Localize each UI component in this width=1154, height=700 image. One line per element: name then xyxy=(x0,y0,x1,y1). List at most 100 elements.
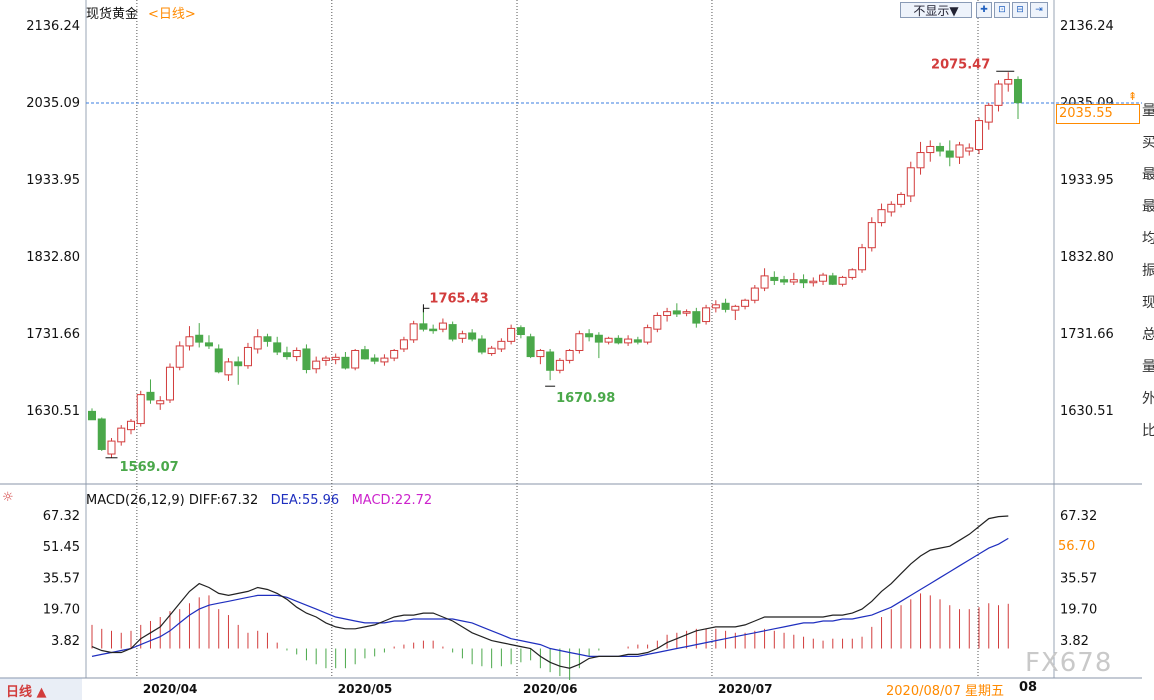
macd-value-label: MACD:22.72 xyxy=(351,493,433,508)
macd-tick-left: 3.82 xyxy=(51,634,80,649)
candle-down xyxy=(146,391,155,401)
candle-up xyxy=(175,345,184,368)
sidebar-item: 外 xyxy=(1142,391,1154,407)
candle-up xyxy=(711,304,720,309)
period-selector-label: 日线 ▲ xyxy=(6,685,47,700)
diff-label: DIFF:67.32 xyxy=(188,493,259,508)
price-tick-right: 2136.24 xyxy=(1060,19,1114,34)
mid-high-annotation: 1765.43 xyxy=(429,291,488,306)
candle-up xyxy=(438,322,447,330)
candle-up xyxy=(555,359,564,371)
candle-up xyxy=(1004,78,1013,85)
price-tick-left: 1731.66 xyxy=(26,327,80,342)
candle-up xyxy=(955,144,964,158)
current-price-label: 2035.55 xyxy=(1059,106,1113,121)
candle-down xyxy=(302,348,311,371)
candle-down xyxy=(234,361,243,367)
macd-tick-right: 35.57 xyxy=(1060,572,1097,587)
crosshair-tool-icon[interactable]: ✚ xyxy=(976,2,992,18)
candle-up xyxy=(565,349,574,361)
candle-up xyxy=(994,83,1003,106)
quote-sidebar: 量买最最均振现总量外比 xyxy=(1142,100,1154,520)
candle-up xyxy=(702,307,711,323)
x-axis-label: 2020/05 xyxy=(338,682,392,696)
sidebar-item: 量 xyxy=(1142,359,1154,375)
candle-up xyxy=(575,333,584,351)
macd-tick-left: 19.70 xyxy=(43,603,80,618)
indicator-display-dropdown[interactable]: 不显示▼ xyxy=(900,2,972,18)
macd-dea-right-label: 56.70 xyxy=(1058,539,1096,554)
candle-up xyxy=(126,420,135,431)
price-tick-right: 1832.80 xyxy=(1060,250,1114,265)
candle-up xyxy=(331,356,340,361)
candle-down xyxy=(526,336,535,358)
x-axis-label: 2020/04 xyxy=(143,682,197,696)
candle-up xyxy=(975,120,984,151)
candle-down xyxy=(468,332,477,340)
candle-up xyxy=(663,311,672,316)
zoom-out-icon[interactable]: ⊟ xyxy=(1012,2,1028,18)
candle-up xyxy=(848,269,857,278)
candle-down xyxy=(672,310,681,315)
candle-up xyxy=(458,333,467,339)
instrument-title: 现货黄金 xyxy=(86,7,139,22)
macd-tick-right: 19.70 xyxy=(1060,603,1097,618)
candle-up xyxy=(351,349,360,369)
candle-up xyxy=(107,440,116,455)
mid-low-annotation: 1670.98 xyxy=(556,391,615,406)
sidebar-item: 比 xyxy=(1142,423,1154,439)
candle-up xyxy=(507,327,516,342)
candle-up xyxy=(487,347,496,355)
candle-up xyxy=(887,203,896,213)
macd-tick-left: 51.45 xyxy=(43,540,80,555)
candle-down xyxy=(195,334,204,343)
candle-up xyxy=(760,275,769,289)
period-selector-button[interactable]: 日线 ▲ xyxy=(0,678,82,700)
candle-down xyxy=(273,342,282,353)
candle-down xyxy=(585,333,594,338)
candle-down xyxy=(1013,78,1023,104)
date-readout: 2020/08/07 星期五 xyxy=(886,684,1005,699)
candle-up xyxy=(809,280,818,284)
x-axis-label: 2020/06 xyxy=(523,682,577,696)
candle-up xyxy=(253,336,262,350)
candle-up xyxy=(741,299,750,307)
candle-up xyxy=(292,349,301,358)
macd-settings-icon[interactable]: ☼ xyxy=(2,490,14,505)
candle-down xyxy=(370,357,379,362)
candle-up xyxy=(984,104,993,123)
scroll-right-icon[interactable]: ⇥ xyxy=(1030,2,1048,18)
candle-down xyxy=(692,311,701,324)
x-axis-label: 2020/07 xyxy=(718,682,772,696)
zoom-in-icon[interactable]: ⊡ xyxy=(994,2,1010,18)
candle-down xyxy=(204,342,213,347)
price-tick-left: 1630.51 xyxy=(26,404,80,419)
price-tick-left: 1933.95 xyxy=(26,173,80,188)
macd-right-value-box: 56.70 xyxy=(1056,538,1140,558)
candle-down xyxy=(97,418,106,450)
candle-up xyxy=(185,336,194,347)
candle-up xyxy=(399,339,408,350)
candle-down xyxy=(263,336,272,342)
candle-up xyxy=(224,361,233,376)
top-annotation: 2075.47 xyxy=(931,57,990,72)
candle-up xyxy=(682,311,691,314)
candle-down xyxy=(516,327,525,335)
candle-up xyxy=(604,337,613,343)
candle-down xyxy=(594,334,603,343)
price-tick-left: 2136.24 xyxy=(26,19,80,34)
candle-down xyxy=(633,339,642,343)
dropdown-label: 不显示▼ xyxy=(913,3,959,18)
candle-up xyxy=(877,209,886,224)
candle-up xyxy=(897,193,906,205)
sidebar-item: 量 xyxy=(1142,103,1154,119)
candle-down xyxy=(770,276,779,281)
candle-up xyxy=(624,338,633,344)
candle-up xyxy=(653,314,662,330)
candle-up xyxy=(312,360,321,370)
period-link[interactable]: <日线> xyxy=(148,7,196,22)
macd-tick-right: 67.32 xyxy=(1060,509,1097,524)
candle-down xyxy=(799,279,808,284)
candle-down xyxy=(341,356,350,369)
